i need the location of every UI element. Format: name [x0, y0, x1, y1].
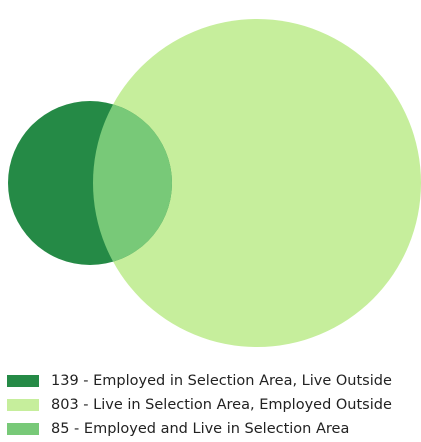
venn-circle-live-in-selection	[93, 19, 421, 347]
venn-diagram	[8, 19, 421, 347]
legend-item-live-in-selection-employed-outside: 803 - Live in Selection Area, Employed O…	[7, 393, 421, 417]
legend-swatch	[7, 399, 39, 411]
legend-label: 85 - Employed and Live in Selection Area	[51, 421, 350, 437]
legend: 139 - Employed in Selection Area, Live O…	[7, 369, 421, 441]
legend-label: 803 - Live in Selection Area, Employed O…	[51, 397, 392, 413]
legend-swatch	[7, 375, 39, 387]
legend-item-employed-and-live-in-selection: 85 - Employed and Live in Selection Area	[7, 417, 421, 441]
legend-item-employed-in-selection-live-outside: 139 - Employed in Selection Area, Live O…	[7, 369, 421, 393]
legend-swatch	[7, 423, 39, 435]
legend-label: 139 - Employed in Selection Area, Live O…	[51, 373, 392, 389]
